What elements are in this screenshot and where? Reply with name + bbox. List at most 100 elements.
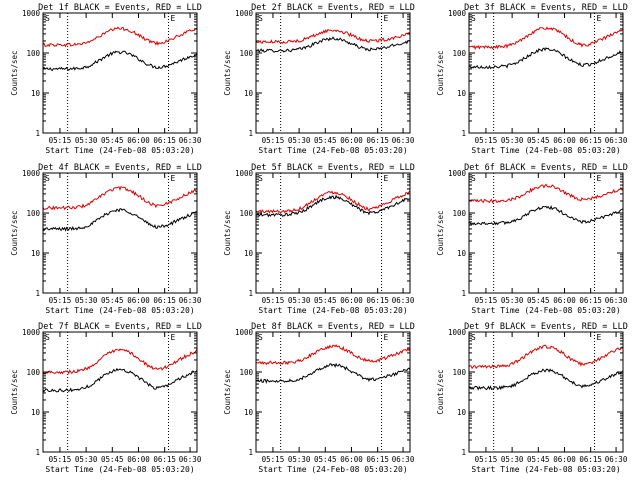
y-tick-label: 100 <box>239 49 253 58</box>
plot-frame <box>255 12 411 134</box>
y-tick-label: 100 <box>26 49 40 58</box>
x-tick-label: 05:15 <box>475 455 498 464</box>
y-tick-label: 100 <box>26 368 40 377</box>
y-tick-label: 1000 <box>22 169 41 178</box>
y-tick-label: 1000 <box>22 328 41 337</box>
panel-title: Det 1f BLACK = Events, RED = LLD <box>38 3 202 13</box>
events-series-line <box>42 208 198 232</box>
events-series-line <box>468 47 624 70</box>
y-tick-label: 1 <box>248 289 253 298</box>
y-tick-label: 1 <box>35 129 40 138</box>
start-marker-label: S <box>45 333 50 342</box>
x-tick-label: 06:15 <box>579 136 602 145</box>
y-axis-label: Counts/sec <box>223 369 232 414</box>
y-tick-label: 10 <box>457 249 467 258</box>
x-axis-label: Start Time (24-Feb-08 05:03:20) <box>471 146 620 155</box>
y-tick-label: 1000 <box>235 169 254 178</box>
x-tick-label: 05:30 <box>501 455 524 464</box>
x-tick-label: 05:30 <box>288 296 311 305</box>
y-tick-label: 1000 <box>22 9 41 18</box>
x-tick-label: 06:00 <box>127 296 150 305</box>
x-tick-label: 05:30 <box>75 455 98 464</box>
end-marker-label: E <box>171 14 176 23</box>
y-tick-label: 1 <box>461 129 466 138</box>
plot-frame <box>42 331 198 453</box>
panel-title: Det 4f BLACK = Events, RED = LLD <box>38 163 202 173</box>
y-tick-label: 10 <box>31 408 41 417</box>
x-axis-label: Start Time (24-Feb-08 05:03:20) <box>45 146 194 155</box>
plot-frame <box>42 172 198 294</box>
y-tick-label: 1 <box>248 129 253 138</box>
y-axis-label: Counts/sec <box>10 210 19 255</box>
events-series-line <box>255 362 411 384</box>
x-tick-label: 05:15 <box>49 136 72 145</box>
y-tick-label: 10 <box>244 408 254 417</box>
panel-title: Det 2f BLACK = Events, RED = LLD <box>251 3 415 13</box>
y-tick-label: 1 <box>248 448 253 457</box>
x-axis-label: Start Time (24-Feb-08 05:03:20) <box>471 306 620 315</box>
plot-frame <box>468 12 624 134</box>
y-tick-label: 100 <box>452 49 466 58</box>
events-series-line <box>42 50 198 72</box>
x-tick-label: 06:15 <box>153 136 176 145</box>
panel-title: Det 6f BLACK = Events, RED = LLD <box>464 163 628 173</box>
y-tick-label: 1000 <box>448 169 467 178</box>
lld-series-line <box>468 344 624 370</box>
x-tick-label: 06:15 <box>366 136 389 145</box>
end-marker-label: E <box>171 333 176 342</box>
x-axis-label: Start Time (24-Feb-08 05:03:20) <box>258 465 407 474</box>
x-tick-label: 05:30 <box>501 136 524 145</box>
end-marker-label: E <box>384 333 389 342</box>
start-marker-label: S <box>45 14 50 23</box>
x-tick-label: 05:15 <box>262 296 285 305</box>
plot-frame <box>468 331 624 453</box>
x-tick-label: 05:15 <box>475 296 498 305</box>
x-tick-label: 06:30 <box>605 136 628 145</box>
y-tick-label: 100 <box>452 209 466 218</box>
x-tick-label: 06:30 <box>392 136 415 145</box>
y-axis-label: Counts/sec <box>223 50 232 95</box>
end-marker-label: E <box>384 14 389 23</box>
events-series-line <box>255 36 411 54</box>
start-marker-label: S <box>45 174 50 183</box>
y-tick-label: 1 <box>35 448 40 457</box>
plot-frame <box>468 172 624 294</box>
x-axis-label: Start Time (24-Feb-08 05:03:20) <box>258 306 407 315</box>
start-marker-label: S <box>471 333 476 342</box>
x-tick-label: 06:30 <box>179 136 202 145</box>
x-axis-label: Start Time (24-Feb-08 05:03:20) <box>258 146 407 155</box>
x-axis-label: Start Time (24-Feb-08 05:03:20) <box>471 465 620 474</box>
events-series-line <box>255 194 411 218</box>
y-tick-label: 10 <box>457 408 467 417</box>
y-tick-label: 1000 <box>448 328 467 337</box>
panel-title: Det 8f BLACK = Events, RED = LLD <box>251 322 415 332</box>
x-tick-label: 05:45 <box>101 296 124 305</box>
x-tick-label: 05:45 <box>527 296 550 305</box>
x-tick-label: 06:30 <box>179 455 202 464</box>
x-tick-label: 06:30 <box>392 296 415 305</box>
plot-frame <box>42 12 198 134</box>
x-tick-label: 05:15 <box>262 455 285 464</box>
lld-series-line <box>468 183 624 204</box>
x-tick-label: 06:00 <box>553 296 576 305</box>
y-tick-label: 100 <box>26 209 40 218</box>
x-tick-label: 05:45 <box>101 136 124 145</box>
start-marker-label: S <box>471 14 476 23</box>
x-tick-label: 06:30 <box>605 455 628 464</box>
end-marker-label: E <box>597 14 602 23</box>
start-marker-label: S <box>258 174 263 183</box>
y-tick-label: 1 <box>35 289 40 298</box>
events-series-line <box>468 205 624 226</box>
lld-series-line <box>42 186 198 211</box>
x-tick-label: 05:15 <box>49 296 72 305</box>
x-tick-label: 05:30 <box>288 455 311 464</box>
lld-series-line <box>255 190 411 214</box>
